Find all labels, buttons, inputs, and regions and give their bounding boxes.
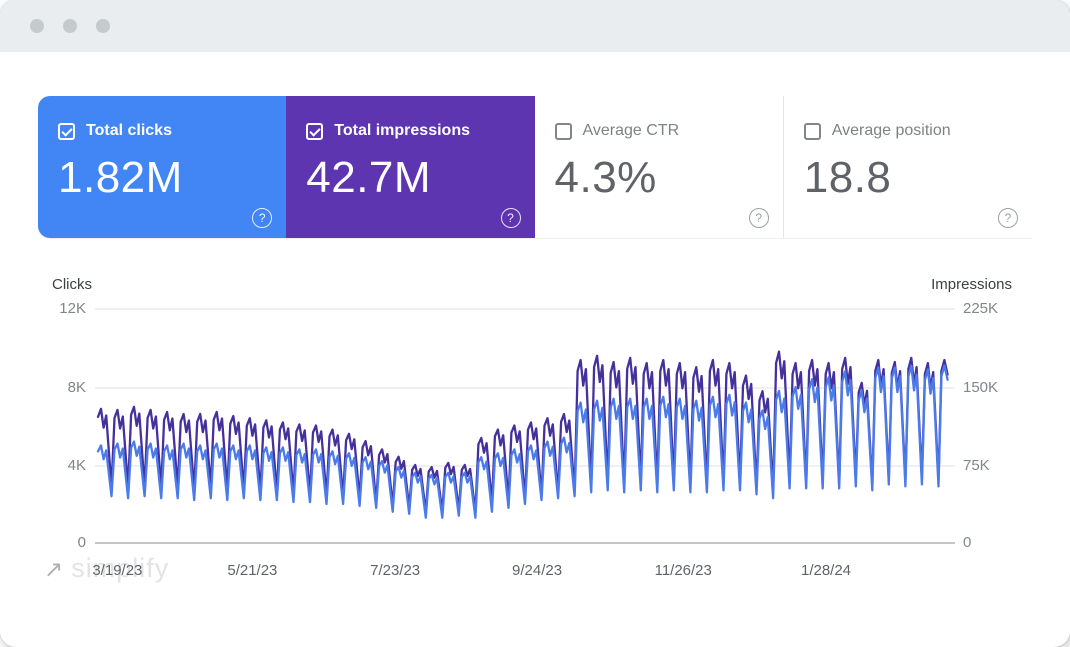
left-axis-tick: 8K [67, 379, 86, 396]
help-icon[interactable]: ? [500, 208, 521, 228]
metric-card-total-clicks[interactable]: Total clicks 1.82M ? [38, 96, 287, 238]
metric-card-average-ctr[interactable]: Average CTR 4.3% ? [534, 96, 783, 238]
left-axis-tick: 4K [67, 457, 86, 474]
watermark: ↗ simplify [44, 553, 170, 583]
total-clicks-checkbox[interactable] [58, 122, 75, 140]
left-axis-tick: 0 [77, 534, 86, 551]
metric-value: 42.7M [306, 153, 432, 202]
x-axis-tick: 5/21/23 [227, 562, 278, 579]
help-icon[interactable]: ? [252, 208, 273, 228]
metrics-row: Total clicks 1.82M ? Total impressions 4… [38, 96, 1032, 238]
window-control-dot [63, 19, 77, 33]
clicks-line [96, 364, 949, 519]
right-axis-tick: 150K [963, 379, 999, 396]
metric-label: Total impressions [334, 122, 470, 139]
right-axis-tick: 225K [963, 300, 999, 317]
total-impressions-checkbox[interactable] [306, 122, 324, 140]
x-axis-tick: 1/28/24 [800, 562, 852, 579]
performance-chart[interactable] [95, 300, 955, 553]
right-axis-tick: 75K [963, 457, 990, 474]
help-icon[interactable]: ? [998, 208, 1018, 228]
help-icon[interactable]: ? [748, 208, 769, 228]
average-ctr-checkbox[interactable] [554, 122, 572, 140]
right-axis-title: Impressions [931, 276, 1012, 293]
average-position-checkbox[interactable] [803, 122, 821, 140]
metric-value: 1.82M [58, 153, 183, 202]
right-axis-tick: 0 [963, 534, 972, 551]
x-axis-tick: 3/19/23 [92, 562, 143, 579]
metric-label: Average position [831, 122, 951, 139]
x-axis-tick: 11/26/23 [654, 562, 712, 579]
x-axis-tick: 7/23/23 [370, 562, 421, 579]
metric-value: 4.3% [554, 153, 657, 202]
window-control-dot [30, 19, 44, 33]
window-control-dot [96, 19, 110, 33]
browser-title-bar [0, 0, 1070, 52]
left-axis-title: Clicks [52, 276, 92, 293]
left-axis-tick: 12K [59, 300, 86, 317]
metric-card-total-impressions[interactable]: Total impressions 42.7M ? [286, 96, 535, 238]
metric-value: 18.8 [803, 153, 892, 202]
metric-label: Total clicks [86, 122, 172, 139]
metric-label: Average CTR [582, 122, 680, 139]
x-axis-tick: 9/24/23 [512, 562, 563, 579]
metric-card-average-position[interactable]: Average position 18.8 ? [782, 96, 1032, 238]
arrow-icon: ↗ [44, 556, 65, 582]
